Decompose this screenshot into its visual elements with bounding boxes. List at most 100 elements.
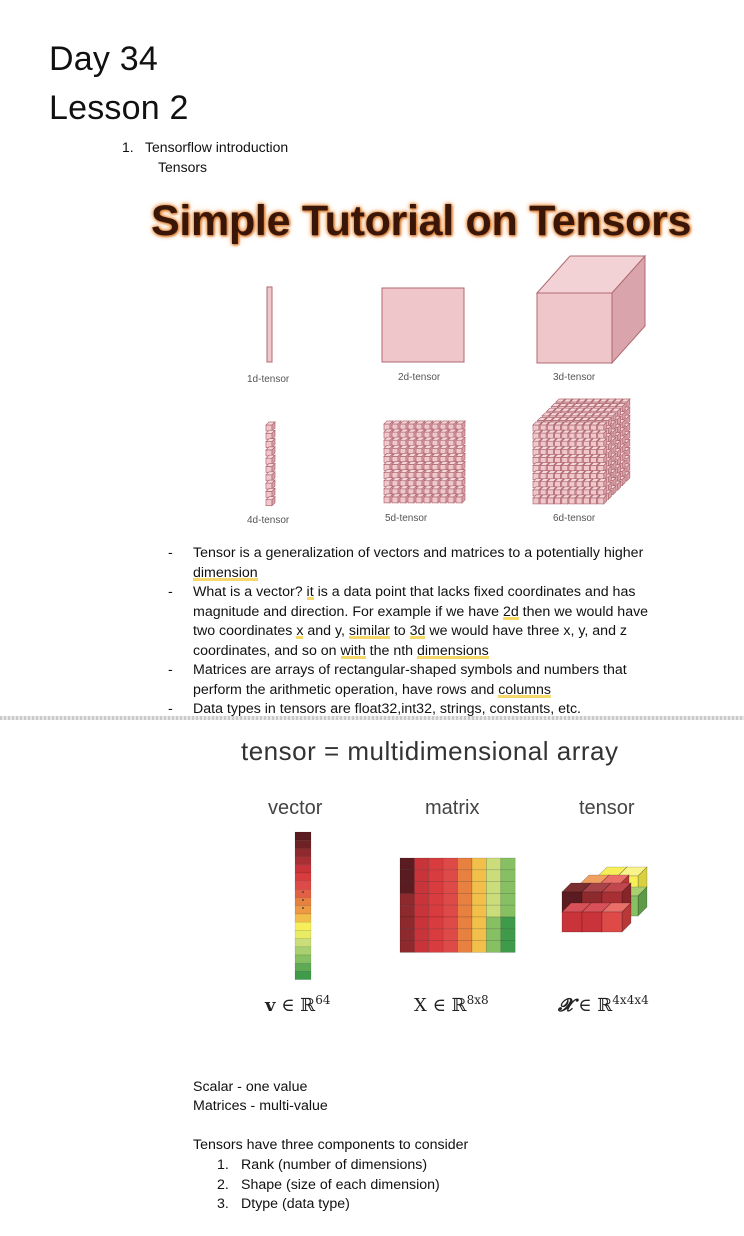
label-2d-tensor: 2d-tensor <box>398 372 441 383</box>
small-cube <box>439 444 450 455</box>
small-cube <box>415 493 426 504</box>
small-cube <box>597 470 608 480</box>
small-cube <box>391 420 402 431</box>
small-cube <box>597 429 608 440</box>
small-cube <box>447 428 458 439</box>
small-cube <box>383 428 394 439</box>
small-cube <box>447 469 458 479</box>
matrix-cell <box>500 904 516 918</box>
ellipsis-dot <box>302 907 304 909</box>
small-cube <box>407 485 418 496</box>
list-item: 2. Shape (size of each dimension) <box>217 1176 440 1193</box>
matrix-cell <box>414 857 430 871</box>
matrix-cell <box>500 869 516 882</box>
matrix-cell <box>442 893 458 906</box>
small-cube <box>431 436 442 447</box>
vector-cell <box>294 962 312 972</box>
2d-tensor-shape <box>381 287 465 363</box>
matrix-cell <box>414 928 430 941</box>
tensor-notation: 𝓧 ∈ ℝ4x4x4 <box>558 993 649 1016</box>
list-item-text: Shape (size of each dimension) <box>241 1176 440 1193</box>
small-cube <box>415 428 426 439</box>
small-cube <box>391 444 402 455</box>
matrix-cell <box>399 857 415 871</box>
matrix-cell <box>500 857 516 871</box>
matrix-cell <box>428 916 444 930</box>
small-cube <box>415 477 426 488</box>
highlighted-word: dimensions <box>417 642 489 659</box>
components-list: 1. Rank (number of dimensions) 2. Shape (s… <box>217 1156 440 1215</box>
small-cube <box>423 444 434 455</box>
small-cube <box>597 462 608 472</box>
matrix-cell <box>486 869 502 882</box>
small-cube <box>407 444 418 455</box>
matrix-cell <box>471 881 487 894</box>
math-symbol: 𝓧 <box>558 995 573 1016</box>
highlighted-word: dimension <box>193 564 258 581</box>
matrix-cell <box>442 857 458 871</box>
small-cube <box>597 421 608 432</box>
outline-subitem: Tensors <box>158 159 208 175</box>
highlighted-word: 3d <box>409 623 426 639</box>
small-cube <box>423 485 434 496</box>
vector-cell <box>294 921 312 931</box>
matrix-cell <box>486 940 502 953</box>
small-cube <box>407 461 418 471</box>
small-cube <box>265 454 276 465</box>
math-set: ∈ ℝ <box>432 995 467 1016</box>
small-cube <box>407 493 418 504</box>
small-cube <box>391 461 402 471</box>
matrix-cell <box>399 916 415 930</box>
tensor-shapes-drawing <box>265 254 647 507</box>
small-cube <box>439 493 450 504</box>
5d-tensor-shape <box>383 420 466 504</box>
matrix-cell <box>428 928 444 941</box>
bullet-text: What is a vector? <box>193 584 307 600</box>
matrix-cell <box>457 940 473 953</box>
math-symbol: X <box>414 995 427 1016</box>
ellipsis-dot <box>302 891 304 893</box>
small-cube <box>391 428 402 439</box>
matrix-cell <box>442 881 458 894</box>
list-item: 3. Dtype (data type) <box>217 1196 350 1212</box>
vector-cell <box>294 872 312 882</box>
matrix-cell <box>428 881 444 894</box>
vector-cell <box>294 864 312 874</box>
small-cube <box>407 477 418 488</box>
small-cube <box>423 428 434 439</box>
matrix-grid <box>399 857 516 953</box>
small-cube <box>597 486 608 497</box>
matrix-cell <box>399 881 415 894</box>
4d-tensor-shape <box>265 421 276 507</box>
tensor-cube-face <box>581 911 603 933</box>
small-cube <box>455 469 466 479</box>
ellipsis-dot <box>302 899 304 901</box>
multidimensional-array-figure: tensor = multidimensional array vector m… <box>0 720 744 1030</box>
small-cube <box>399 469 410 479</box>
bullet-text: then we would have two coordinates <box>193 603 649 640</box>
small-cube <box>431 461 442 471</box>
small-cube <box>423 453 434 463</box>
small-cube <box>597 437 608 448</box>
small-cube <box>439 436 450 447</box>
small-cube <box>455 453 466 463</box>
small-cube <box>431 485 442 496</box>
small-cube <box>265 496 276 507</box>
matrix-cell <box>414 904 430 918</box>
small-cube <box>455 485 466 496</box>
small-cube <box>455 428 466 439</box>
tensor-notes-list: - Tensor is a generalization of vectors … <box>168 544 668 717</box>
bullet-text: to <box>389 623 410 639</box>
matrix-cell <box>399 928 415 941</box>
small-cube <box>383 477 394 488</box>
small-cube <box>439 420 450 431</box>
bullet-text: is a data point that lacks fixed coordin… <box>193 584 636 620</box>
label-4d-tensor: 4d-tensor <box>247 515 290 526</box>
matrix-cell <box>486 916 502 930</box>
3d-tensor-shape <box>535 254 647 365</box>
small-cube <box>407 469 418 479</box>
list-item-text: Rank (number of dimensions) <box>241 1157 428 1173</box>
small-cube <box>399 453 410 463</box>
matrices-note: Matrices - multi-value <box>193 1098 328 1114</box>
vector-cell <box>294 938 312 948</box>
